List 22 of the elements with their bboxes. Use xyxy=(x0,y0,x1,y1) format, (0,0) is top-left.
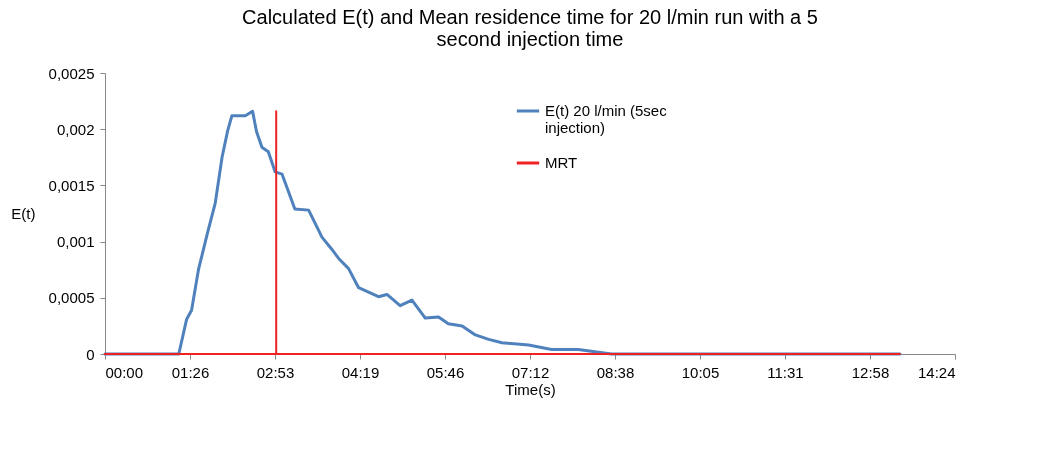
y-tick-label: 0 xyxy=(86,345,95,363)
chart-title: Calculated E(t) and Mean residence time for 20 l/min run with a 5 second injection time xyxy=(242,6,818,50)
x-tick-label: 02:53 xyxy=(256,363,295,381)
x-tick-label: 10:05 xyxy=(681,363,720,381)
y-tick-label: 0,001 xyxy=(56,233,95,251)
y-tick-label: 0,0025 xyxy=(48,64,95,82)
x-tick-label: 07:12 xyxy=(511,363,550,381)
x-tick-label: 12:58 xyxy=(851,363,890,381)
x-tick-label: 14:24 xyxy=(917,363,956,381)
x-tick-label: 01:26 xyxy=(171,363,210,381)
x-tick-label: 05:46 xyxy=(426,363,465,381)
x-tick-label: 00:00 xyxy=(105,363,144,381)
x-axis-title: Time(s) xyxy=(505,380,556,398)
y-tick-label: 0,0005 xyxy=(48,289,95,307)
x-tick-label: 08:38 xyxy=(596,363,635,381)
x-tick-label: 11:31 xyxy=(767,363,804,381)
y-tick-label: 0,0015 xyxy=(48,176,95,194)
x-tick-label: 04:19 xyxy=(341,363,380,381)
legend-label: MRT xyxy=(545,154,578,171)
legend-label: E(t) 20 l/min (5sec injection) xyxy=(545,102,668,136)
y-tick-label: 0,002 xyxy=(56,120,95,138)
y-axis-title: E(t) xyxy=(11,205,36,222)
